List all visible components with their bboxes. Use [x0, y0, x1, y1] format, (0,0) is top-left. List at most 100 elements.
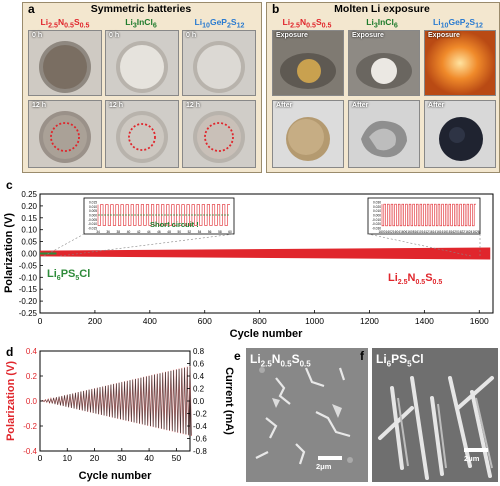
inset-right-ytick-label: -0.030 — [372, 227, 381, 231]
panel-e-sem-image: Li2.5N0.5S0.5 2μm — [246, 348, 368, 482]
inset-right-ytick-label: -0.010 — [372, 218, 381, 222]
panel-d-xtick-label: 0 — [38, 453, 43, 463]
panel-c-xtick-label: 1000 — [305, 316, 324, 326]
panel-a-time-1: 0 h — [32, 32, 43, 39]
panel-c-xtick-label: 1200 — [360, 316, 379, 326]
panel-c-ytick-label: 0.25 — [21, 190, 37, 199]
inset-right-xtick-label: 1604 — [393, 230, 400, 234]
inset-left-xtick-label: 42 — [137, 230, 141, 234]
panel-c-chart: -0.25 -0.20 -0.15 -0.10 -0.05 0.00 0.05 0.10 0.1… — [3, 190, 494, 340]
panel-a-material-2: Li3InCl6 — [125, 17, 157, 30]
panel-b-row-4: After — [276, 102, 293, 109]
panel-d-ylabel: Polarization (V) — [5, 361, 17, 441]
inset-left-xtick-label: 34 — [96, 230, 100, 234]
panel-a-time-6: 12 h — [186, 102, 201, 109]
panel-b-photo-2-exposure — [348, 30, 420, 96]
inset-left-ytick-label: -0.010 — [88, 222, 97, 226]
panel-d-series-current — [40, 366, 192, 436]
inset-left-xtick-label: 60 — [228, 230, 232, 234]
panel-f-sem-image: Li6PS5Cl 2μm — [372, 348, 498, 482]
panel-c-ytick-label: -0.20 — [19, 297, 38, 306]
panel-d-y2tick-label: 0.4 — [193, 372, 205, 381]
panel-c-ytick-label: 0.05 — [21, 238, 37, 247]
panel-a-title: Symmetric batteries — [90, 3, 192, 15]
panel-d-chart: -0.4 -0.2 0.0 0.2 0.4 -0.8 -0.6 -0.4 -0.2 0.0 0.2 0… — [5, 347, 234, 482]
panel-e-scale-text: 2μm — [316, 462, 332, 471]
inset-right-xtick-label: 1600 — [378, 230, 385, 234]
panel-a-material-1: Li2.5N0.5S0.5 — [40, 17, 90, 30]
panel-c-ytick-label: 0.15 — [21, 214, 37, 223]
panel-b-title: Molten Li exposure — [334, 3, 430, 15]
inset-right-xtick-label: 1622 — [458, 230, 465, 234]
panel-d-y2tick-label: 0.0 — [193, 397, 205, 406]
inset-left-ytick-label: -0.005 — [88, 218, 97, 222]
panel-c-xtick-label: 400 — [143, 316, 157, 326]
panel-b-row-5: After — [352, 102, 369, 109]
panel-c-xtick-label: 600 — [198, 316, 212, 326]
panel-d-ytick-label: 0.4 — [26, 347, 38, 356]
inset-right-ytick-label: 0.000 — [373, 214, 381, 218]
inset-left-xtick-label: 56 — [208, 230, 212, 234]
panel-d-label: d — [6, 345, 14, 359]
inset-left-connector — [43, 233, 235, 257]
inset-left-ytick-label: -0.015 — [88, 227, 97, 231]
panel-c-label: c — [6, 178, 13, 192]
panel-a-label: a — [28, 2, 35, 16]
inset-left-xtick-label: 40 — [127, 230, 131, 234]
panel-a-time-5: 12 h — [109, 102, 124, 109]
inset-left-xtick-label: 54 — [198, 230, 202, 234]
panel-b-row-6: After — [428, 102, 445, 109]
inset-right-xtick-label: 1614 — [429, 230, 436, 234]
panel-b-photo-3-exposure — [424, 30, 496, 96]
panel-b-row-1: Exposure — [276, 32, 308, 39]
panel-b-row-3: Exposure — [428, 32, 460, 39]
inset-right-xtick-label: 1620 — [451, 230, 458, 234]
inset-right-ytick-label: 0.030 — [373, 201, 381, 205]
inset-left-annotation: Short circuit ! — [150, 220, 199, 229]
panel-d-y2tick-label: 0.8 — [193, 347, 205, 356]
panel-c-xtick-label: 1400 — [415, 316, 434, 326]
inset-left-xtick-label: 38 — [117, 230, 121, 234]
panel-a-photo-3-0h — [182, 30, 256, 96]
panel-c-ylabel: Polarization (V) — [3, 213, 15, 293]
inset-right-xtick-label: 1616 — [436, 230, 443, 234]
panel-d-ytick-label: 0.0 — [26, 397, 38, 406]
panel-c-ytick-label: -0.25 — [19, 309, 38, 318]
series-red-band — [40, 247, 491, 260]
panel-d-xlabel: Cycle number — [79, 470, 152, 482]
inset-left-ytick-label: 0.015 — [89, 201, 97, 205]
panel-a-material-3: Li10GeP2S12 — [194, 17, 245, 30]
inset-left-ytick-label: 0.000 — [89, 214, 97, 218]
panel-b-material-1: Li2.5N0.5S0.5 — [282, 17, 332, 30]
panel-c-xtick-label: 0 — [38, 316, 43, 326]
panel-a-photo-3-12h — [182, 100, 256, 168]
panel-c-xtick-label: 800 — [253, 316, 267, 326]
inset-right-xtick-label: 1608 — [407, 230, 414, 234]
panel-d-xtick-label: 40 — [144, 453, 154, 463]
panel-d-y2tick-label: 0.6 — [193, 360, 205, 369]
inset-right-xtick-label: 1602 — [386, 230, 393, 234]
panel-c-ytick-label: 0.00 — [21, 250, 37, 259]
panel-d-y2tick-label: -0.2 — [193, 410, 207, 419]
panel-b-row-2: Exposure — [352, 32, 384, 39]
panel-c-ytick-label: -0.05 — [19, 261, 38, 270]
panel-d-ytick-label: -0.4 — [23, 447, 37, 456]
inset-left-xtick-label: 36 — [106, 230, 110, 234]
inset-right-series-red — [381, 203, 476, 227]
panel-e-label: e — [234, 349, 241, 363]
panel-c-xtick-label: 1600 — [470, 316, 489, 326]
panel-d-y2tick-label: -0.6 — [193, 435, 207, 444]
panel-c-ytick-label: -0.10 — [19, 273, 38, 282]
panel-c-ytick-label: 0.20 — [21, 202, 37, 211]
panel-a-photo-2-12h — [105, 100, 179, 168]
inset-left-series-red — [97, 204, 230, 226]
inset-left-xtick-label: 58 — [218, 230, 222, 234]
inset-left-xtick-label: 46 — [157, 230, 161, 234]
inset-right-xtick-label: 1624 — [465, 230, 472, 234]
inset-right-xtick-label: 1612 — [422, 230, 429, 234]
panel-b-photo-1-exposure — [272, 30, 344, 96]
panel-f-scale-bar — [464, 448, 488, 452]
panel-f-label: f — [360, 349, 364, 363]
